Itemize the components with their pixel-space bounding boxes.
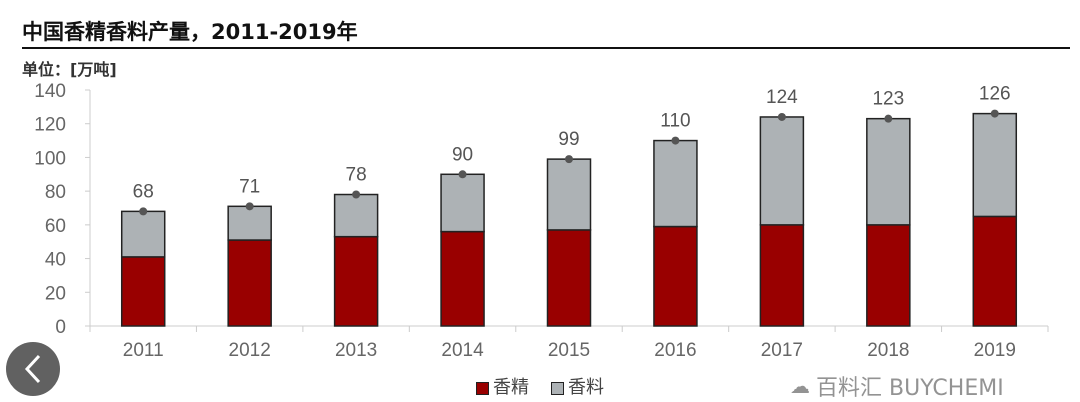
chevron-left-icon	[24, 354, 41, 384]
bar-flavor	[440, 230, 485, 327]
x-tick-label: 2011	[123, 340, 164, 361]
y-tick-label: 40	[45, 250, 66, 271]
bar-flavor	[546, 229, 592, 327]
total-data-label: 123	[872, 89, 904, 110]
y-tick-label: 140	[34, 81, 66, 102]
total-marker	[139, 207, 148, 216]
y-tick-label: 60	[45, 216, 66, 237]
total-marker	[458, 170, 467, 179]
x-tick-label: 2013	[335, 340, 377, 361]
bar-flavor	[653, 225, 698, 327]
bar-flavor	[759, 224, 805, 327]
bar-fragrance	[227, 205, 272, 241]
y-tick-label: 0	[55, 317, 66, 338]
total-marker	[777, 112, 786, 121]
x-tick-label: 2014	[441, 340, 484, 361]
bar-fragrance	[120, 210, 166, 258]
x-tick-label: 2016	[654, 340, 696, 361]
total-data-label: 78	[346, 165, 367, 186]
y-tick-label: 120	[34, 115, 66, 136]
bar-flavor	[227, 239, 272, 327]
total-marker	[671, 136, 680, 145]
wechat-icon: ☁	[790, 374, 810, 398]
legend-swatch-fragrance	[551, 381, 564, 395]
bar-flavor	[866, 224, 911, 327]
total-data-label: 124	[766, 87, 798, 108]
x-tick-label: 2012	[229, 340, 271, 361]
total-marker	[352, 190, 361, 199]
bar-flavor	[972, 215, 1018, 327]
y-tick-label: 80	[45, 182, 66, 203]
total-marker	[565, 155, 573, 164]
legend-swatch-flavor	[476, 381, 489, 395]
bar-fragrance	[546, 158, 592, 231]
total-data-label: 126	[979, 84, 1011, 105]
y-tick-label: 20	[45, 283, 66, 304]
watermark-text: 百料汇 BUYCHEMI	[816, 376, 1004, 401]
bar-fragrance	[972, 112, 1018, 218]
total-data-label: 71	[239, 176, 260, 197]
bar-fragrance	[866, 117, 911, 226]
bar-fragrance	[653, 139, 698, 228]
x-tick-label: 2018	[867, 340, 909, 361]
total-marker	[245, 202, 254, 211]
y-tick-label: 100	[34, 148, 66, 169]
x-tick-label: 2015	[548, 340, 590, 361]
bar-fragrance	[333, 193, 379, 238]
legend: 香精 香料	[0, 373, 1080, 399]
chart-title: 中国香精香料产量，2011-2019年	[22, 20, 358, 44]
bar-flavor	[120, 256, 166, 327]
legend-item-fragrance: 香料	[551, 373, 604, 399]
back-button[interactable]	[6, 342, 60, 396]
bar-flavor	[333, 235, 379, 327]
x-tick-label: 2017	[761, 340, 803, 361]
bar-fragrance	[759, 116, 805, 226]
legend-label-fragrance: 香料	[568, 377, 604, 398]
x-tick-label: 2019	[974, 340, 1016, 361]
title-divider	[22, 47, 1070, 49]
total-data-label: 68	[133, 181, 154, 202]
total-data-label: 90	[452, 144, 473, 165]
total-data-label: 110	[660, 111, 690, 132]
bar-fragrance	[440, 173, 485, 233]
y-axis-unit-label: 单位：[万吨]	[22, 60, 117, 79]
legend-item-flavor: 香精	[476, 373, 529, 399]
total-marker	[884, 114, 893, 123]
watermark: ☁ 百料汇 BUYCHEMI	[790, 370, 1004, 402]
legend-label-flavor: 香精	[493, 377, 529, 398]
total-marker	[990, 109, 999, 118]
total-data-label: 99	[558, 129, 579, 150]
